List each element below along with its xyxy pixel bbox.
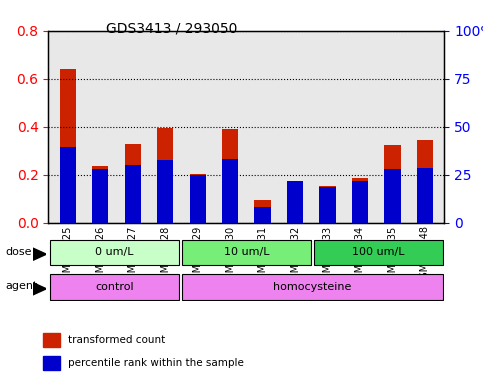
Text: homocysteine: homocysteine — [273, 282, 352, 292]
Bar — [60, 69, 76, 223]
Text: agent: agent — [6, 281, 38, 291]
Bar — [182, 274, 443, 300]
Text: transformed count: transformed count — [69, 335, 166, 345]
Bar — [417, 140, 433, 223]
Bar — [50, 240, 179, 265]
Bar — [50, 274, 179, 300]
Bar — [92, 166, 108, 223]
Bar — [157, 128, 173, 223]
Bar — [287, 181, 303, 223]
Text: 100 um/L: 100 um/L — [352, 247, 405, 258]
Bar — [314, 240, 443, 265]
Bar — [92, 169, 108, 223]
Bar — [352, 181, 368, 223]
Bar — [189, 174, 206, 223]
Text: dose: dose — [6, 247, 32, 257]
Bar — [255, 207, 270, 223]
Bar — [60, 147, 76, 223]
Text: control: control — [95, 282, 134, 292]
Text: 10 um/L: 10 um/L — [224, 247, 269, 258]
Bar — [43, 333, 60, 348]
Polygon shape — [33, 283, 46, 295]
Text: GDS3413 / 293050: GDS3413 / 293050 — [106, 21, 238, 35]
Bar — [125, 165, 141, 223]
Bar — [384, 145, 400, 223]
Polygon shape — [33, 248, 46, 260]
Bar — [43, 356, 60, 370]
Bar — [417, 167, 433, 223]
Text: percentile rank within the sample: percentile rank within the sample — [69, 358, 244, 368]
Bar — [319, 185, 336, 223]
Bar — [157, 161, 173, 223]
Bar — [352, 178, 368, 223]
Bar — [125, 144, 141, 223]
Bar — [255, 200, 270, 223]
Bar — [287, 181, 303, 223]
Bar — [384, 169, 400, 223]
Bar — [222, 129, 238, 223]
Text: 0 um/L: 0 um/L — [95, 247, 134, 258]
Bar — [222, 159, 238, 223]
Bar — [189, 175, 206, 223]
Bar — [182, 240, 311, 265]
Bar — [319, 187, 336, 223]
